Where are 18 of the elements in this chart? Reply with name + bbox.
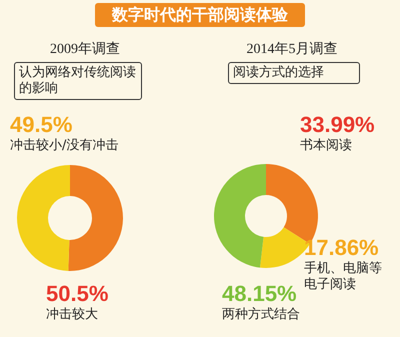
data-label: 48.15% — [222, 281, 297, 306]
slice-label: 冲击较小/没有冲击 — [10, 138, 120, 154]
text: 数字时代的干部阅读体验 — [95, 3, 305, 27]
slice-label: 手机、电脑等电子阅读 — [304, 261, 383, 293]
data-label: 17.86% — [304, 235, 379, 260]
donut-slice — [68, 165, 123, 271]
donut-slice — [214, 164, 266, 268]
chart-title: 2014年5月调查 — [246, 42, 338, 58]
data-label: 50.5% — [46, 281, 108, 306]
data-label: 33.99% — [300, 112, 375, 137]
slice-label: 书本阅读 — [300, 138, 353, 154]
slice-label: 两种方式结合 — [222, 307, 301, 323]
chart-title: 2009年调查 — [49, 42, 121, 58]
donut-slice — [17, 165, 70, 271]
data-label: 49.5% — [10, 112, 72, 137]
slice-label: 冲击较大 — [46, 307, 99, 323]
chart-subtitle: 阅读方式的选择 — [228, 62, 360, 84]
chart-subtitle: 认为网络对传统阅读的影响 — [14, 62, 142, 100]
